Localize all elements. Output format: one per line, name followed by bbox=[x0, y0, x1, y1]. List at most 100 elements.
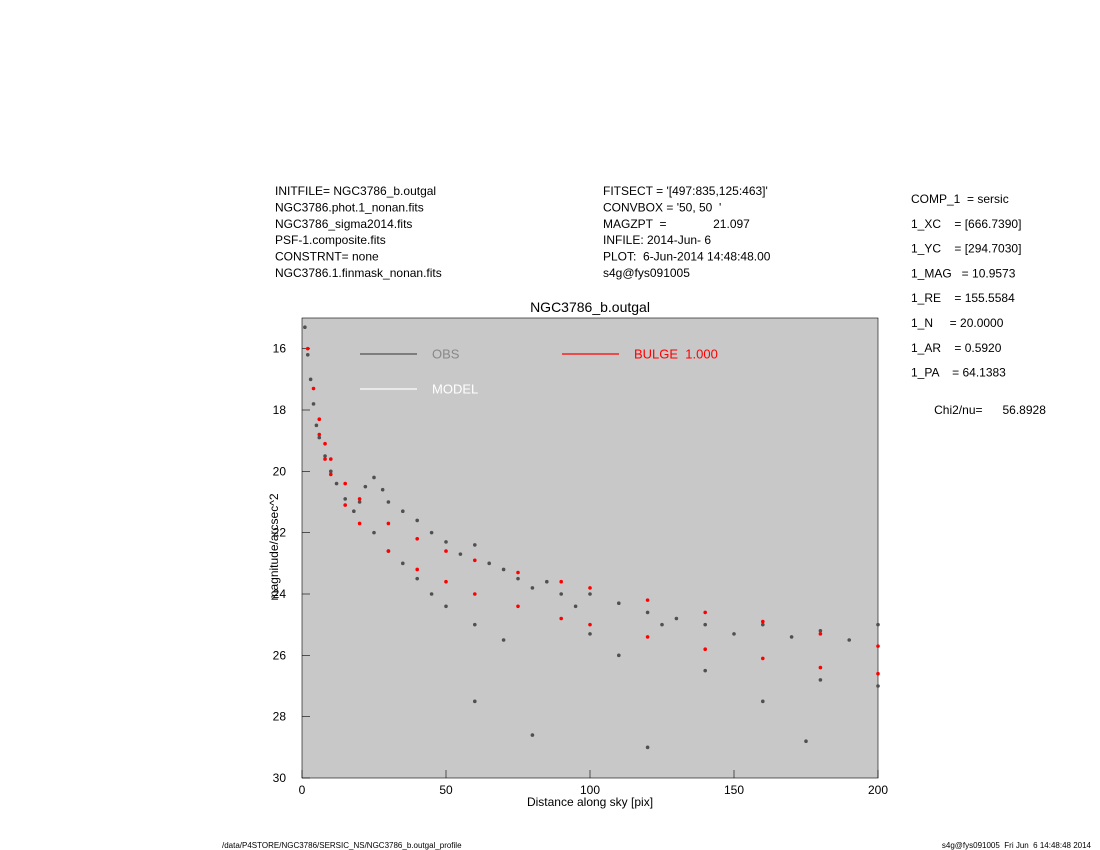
y-tick-label: 30 bbox=[273, 771, 287, 785]
data-point bbox=[458, 552, 463, 556]
parameter: COMP_1 = sersic bbox=[911, 192, 1009, 206]
data-point bbox=[645, 635, 650, 639]
plot-area bbox=[301, 317, 879, 779]
data-point bbox=[380, 487, 385, 492]
data-point bbox=[308, 377, 313, 382]
data-point bbox=[703, 610, 707, 615]
data-point bbox=[386, 521, 391, 526]
data-point bbox=[588, 632, 592, 636]
data-point bbox=[876, 622, 880, 627]
data-point bbox=[415, 537, 420, 541]
data-point bbox=[818, 665, 823, 670]
data-point bbox=[516, 604, 520, 609]
data-point bbox=[876, 644, 880, 648]
data-point bbox=[473, 622, 477, 627]
data-point bbox=[617, 653, 621, 658]
data-point bbox=[343, 481, 348, 486]
x-axis-label: Distance along sky [pix] bbox=[527, 795, 653, 809]
data-point bbox=[329, 457, 333, 461]
y-tick-label: 24 bbox=[273, 587, 287, 601]
x-tick-label: 50 bbox=[439, 783, 453, 797]
y-tick-label: 28 bbox=[273, 710, 287, 724]
data-point bbox=[789, 635, 794, 639]
header-line: FITSECT = '[497:835,125:463]' bbox=[603, 184, 768, 198]
data-point bbox=[317, 432, 322, 437]
data-point bbox=[372, 475, 376, 480]
data-point bbox=[363, 484, 368, 489]
data-point bbox=[352, 509, 356, 513]
data-point bbox=[501, 638, 506, 642]
parameter: 1_PA = 64.1383 bbox=[911, 366, 1006, 380]
data-point bbox=[323, 441, 327, 446]
data-point bbox=[761, 622, 765, 627]
data-point bbox=[372, 530, 376, 535]
data-point bbox=[703, 668, 707, 673]
data-point bbox=[343, 503, 348, 507]
data-point bbox=[559, 579, 563, 584]
x-tick-label: 0 bbox=[299, 783, 306, 797]
data-point bbox=[317, 435, 322, 440]
data-point bbox=[588, 586, 592, 590]
data-point bbox=[473, 699, 477, 704]
data-point bbox=[703, 647, 707, 651]
data-point bbox=[516, 570, 520, 575]
header-line: INFILE: 2014-Jun- 6 bbox=[603, 233, 711, 247]
header-line: NGC3786_sigma2014.fits bbox=[275, 217, 412, 231]
data-point bbox=[473, 558, 477, 563]
data-point bbox=[323, 457, 327, 461]
parameter: 1_YC = [294.7030] bbox=[911, 242, 1021, 256]
data-point bbox=[303, 325, 307, 330]
data-point bbox=[660, 622, 664, 627]
data-point bbox=[323, 454, 327, 458]
data-point bbox=[818, 629, 823, 633]
data-point bbox=[818, 632, 823, 636]
data-point bbox=[876, 671, 880, 676]
y-tick-label: 22 bbox=[273, 526, 287, 540]
data-point bbox=[761, 656, 765, 661]
y-tick-label: 18 bbox=[273, 403, 287, 417]
data-point bbox=[530, 586, 535, 590]
header-line: INITFILE= NGC3786_b.outgal bbox=[275, 184, 436, 198]
data-point bbox=[357, 500, 362, 504]
data-point bbox=[444, 549, 448, 553]
y-tick-label: 26 bbox=[273, 648, 287, 662]
x-tick-label: 200 bbox=[868, 783, 888, 797]
y-axis-label: magnitude/arcsec^2 bbox=[267, 493, 281, 600]
parameter: 1_N = 20.0000 bbox=[911, 316, 1004, 330]
data-point bbox=[386, 500, 391, 504]
parameter: 1_AR = 0.5920 bbox=[911, 341, 1002, 355]
data-point bbox=[415, 518, 420, 523]
data-point bbox=[516, 576, 520, 581]
legend-label: BULGE 1.000 bbox=[634, 346, 718, 361]
x-tick-label: 100 bbox=[580, 783, 600, 797]
data-point bbox=[645, 745, 650, 750]
data-point bbox=[588, 592, 592, 596]
parameter: 1_XC = [666.7390] bbox=[911, 217, 1021, 231]
header-line: CONVBOX = '50, 50 ' bbox=[603, 200, 721, 214]
footer-info: s4g@fys091005 Fri Jun 6 14:48:48 2014 bbox=[942, 841, 1092, 850]
data-point bbox=[305, 346, 310, 351]
data-point bbox=[444, 604, 448, 609]
data-point bbox=[674, 616, 679, 621]
data-point bbox=[329, 472, 333, 477]
data-point bbox=[317, 417, 322, 422]
data-point bbox=[429, 530, 434, 535]
chart-title: NGC3786_b.outgal bbox=[530, 299, 650, 315]
data-point bbox=[311, 402, 316, 406]
data-point bbox=[401, 509, 405, 513]
data-point bbox=[314, 423, 319, 428]
data-point bbox=[444, 579, 448, 584]
data-point bbox=[645, 610, 650, 615]
data-point bbox=[305, 353, 310, 357]
data-point bbox=[415, 567, 420, 572]
data-point bbox=[357, 521, 362, 526]
data-point bbox=[429, 592, 434, 596]
data-point bbox=[645, 598, 650, 602]
data-point bbox=[732, 632, 736, 636]
legend-label: MODEL bbox=[432, 381, 478, 396]
data-point bbox=[847, 638, 851, 642]
legend-label: OBS bbox=[432, 346, 460, 361]
data-point bbox=[559, 592, 563, 596]
data-point bbox=[473, 592, 477, 596]
